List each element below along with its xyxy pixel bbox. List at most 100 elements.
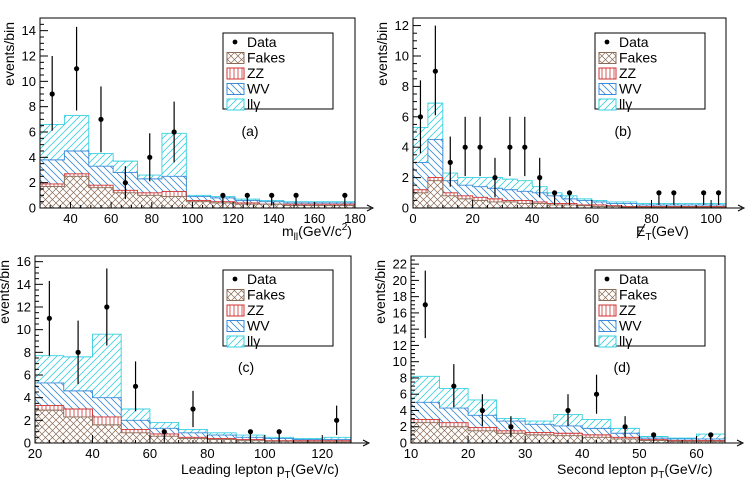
legend-zz-swatch xyxy=(598,67,617,80)
data-point xyxy=(479,407,485,414)
plot-frame xyxy=(412,17,727,209)
data-point xyxy=(190,406,196,412)
legend-fakes-label: Fakes xyxy=(247,50,285,66)
data-point xyxy=(73,66,80,72)
panel-d: 10 20 30 40 50 600246810121416182022events/bi… xyxy=(372,255,745,481)
data-point xyxy=(422,302,428,308)
legend-wv-label: WV xyxy=(619,81,642,97)
legend-wv-label: WV xyxy=(247,81,270,97)
panel-label: (a) xyxy=(241,123,258,139)
data-point xyxy=(593,391,600,397)
panel-label: (d) xyxy=(613,359,630,375)
x-tick-label: 0 xyxy=(409,211,416,226)
data-point xyxy=(701,190,707,196)
y-tick-label: 20 xyxy=(393,273,407,288)
met-slash xyxy=(636,223,646,239)
y-tick-label: 0 xyxy=(400,436,407,451)
data-point xyxy=(477,144,483,150)
legend-wv-swatch xyxy=(598,320,617,332)
x-tick-label: 20 xyxy=(465,211,479,226)
data-point xyxy=(98,116,104,122)
legend-data-label: Data xyxy=(619,271,649,287)
y-tick-label: 6 xyxy=(29,125,36,140)
x-tick-label: 180 xyxy=(344,211,366,226)
legend-zz-label: ZZ xyxy=(619,302,637,318)
y-tick-label: 16 xyxy=(393,305,407,320)
data-point xyxy=(417,114,424,120)
data-point xyxy=(492,175,498,181)
data-point xyxy=(276,429,282,435)
x-tick-label: 40 xyxy=(525,211,539,226)
x-tick-label: 40 xyxy=(85,446,99,461)
y-tick-label: 8 xyxy=(400,370,407,385)
legend-wv-swatch xyxy=(598,83,617,95)
data-point xyxy=(451,383,457,389)
y-tick-label: 6 xyxy=(402,109,409,124)
data-point xyxy=(75,349,81,355)
x-axis-arrowhead xyxy=(362,439,371,447)
y-tick-label: 18 xyxy=(393,289,407,304)
x-tick-label: 60 xyxy=(585,211,599,226)
legend-llg-label: llγ xyxy=(619,96,632,112)
x-tick-label: 30 xyxy=(518,446,532,461)
legend-fakes-swatch xyxy=(598,52,617,64)
y-tick-label: 6 xyxy=(24,368,31,383)
data-point xyxy=(46,315,52,321)
y-tick-label: 14 xyxy=(17,277,31,292)
y-tick-label: 8 xyxy=(29,99,36,114)
data-point xyxy=(671,190,677,196)
y-tick-label: 0 xyxy=(402,201,409,216)
legend-fakes-swatch xyxy=(598,289,617,301)
x-axis-label: Second lepton pT(GeV/c) xyxy=(557,461,713,481)
data-point xyxy=(432,68,438,74)
y-axis-label: events/bin xyxy=(0,260,12,324)
data-point xyxy=(522,144,528,150)
data-point xyxy=(651,432,657,438)
legend-data-label: Data xyxy=(619,34,649,50)
y-tick-label: 12 xyxy=(22,49,36,64)
x-tick-label: 20 xyxy=(28,446,42,461)
legend-data-marker xyxy=(232,39,238,45)
y-tick-label: 2 xyxy=(402,170,409,185)
y-axis-label: events/bin xyxy=(372,260,388,324)
legend-fakes-swatch xyxy=(226,289,245,301)
hist-wv xyxy=(412,139,727,209)
y-tick-label: 12 xyxy=(395,18,409,33)
y-tick-label: 8 xyxy=(402,79,409,94)
x-tick-label: 80 xyxy=(644,211,658,226)
data-point xyxy=(49,91,55,97)
legend-llg-swatch xyxy=(598,98,617,111)
legend-data-marker xyxy=(604,276,610,282)
data-point xyxy=(566,190,573,196)
legend-wv-label: WV xyxy=(247,318,270,334)
x-tick-label: 100 xyxy=(700,211,722,226)
y-tick-label: 2 xyxy=(24,413,31,428)
legend-wv-label: WV xyxy=(619,318,642,334)
y-tick-label: 4 xyxy=(24,390,31,405)
y-tick-label: 4 xyxy=(400,403,407,418)
legend-zz-label: ZZ xyxy=(247,65,265,81)
data-point xyxy=(161,429,167,435)
data-point xyxy=(622,424,628,430)
y-tick-label: 10 xyxy=(393,354,407,369)
data-point xyxy=(171,129,177,135)
y-tick-label: 10 xyxy=(395,49,409,64)
y-tick-label: 10 xyxy=(22,74,36,89)
y-tick-label: 2 xyxy=(29,175,36,190)
legend-llg-label: llγ xyxy=(247,333,260,349)
legend-wv-swatch xyxy=(226,320,245,332)
data-point xyxy=(104,304,110,310)
hist-fakes xyxy=(410,422,726,444)
x-axis-arrowhead xyxy=(736,439,745,447)
data-point xyxy=(342,192,348,198)
y-tick-label: 12 xyxy=(17,300,31,315)
data-point xyxy=(537,175,543,181)
legend-data-marker xyxy=(604,39,610,45)
data-point xyxy=(220,192,226,198)
data-point xyxy=(293,192,299,198)
x-tick-label: 10 xyxy=(404,446,418,461)
legend-zz-swatch xyxy=(598,304,617,317)
panel-label: (c) xyxy=(238,359,254,375)
legend-box xyxy=(594,32,706,110)
